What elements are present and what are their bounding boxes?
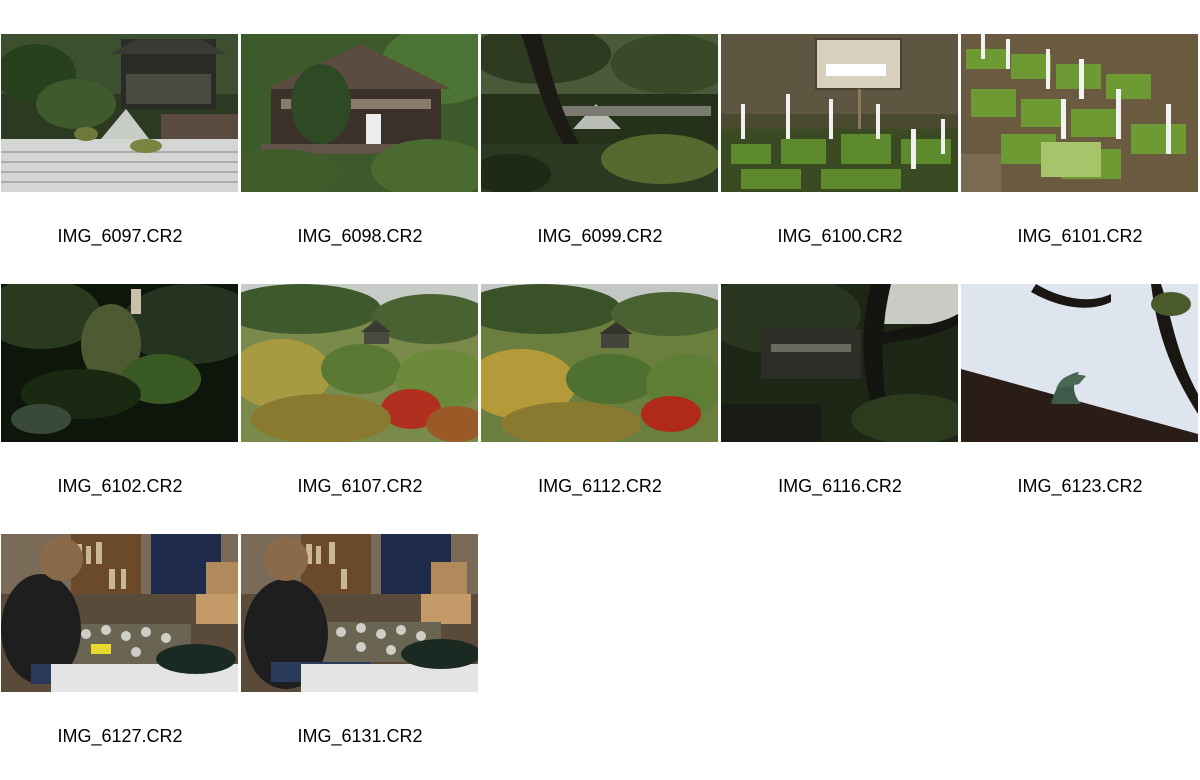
thumbnail-image[interactable] xyxy=(481,284,718,442)
thumbnail-image[interactable] xyxy=(721,284,958,442)
thumbnail-filename: IMG_6123.CR2 xyxy=(1017,476,1143,496)
thumbnail-item[interactable]: IMG_6127.CR2 xyxy=(0,500,240,750)
thumbnail-filename: IMG_6112.CR2 xyxy=(538,476,662,496)
thumbnail-filename: IMG_6099.CR2 xyxy=(537,226,663,246)
thumbnail-item[interactable]: IMG_6131.CR2 xyxy=(240,500,480,750)
thumbnail-filename: IMG_6098.CR2 xyxy=(297,226,423,246)
thumbnail-filename: IMG_6127.CR2 xyxy=(57,726,183,746)
thumbnail-filename: IMG_6097.CR2 xyxy=(57,226,183,246)
thumbnail-image[interactable] xyxy=(241,534,478,692)
thumbnail-item[interactable]: IMG_6112.CR2 xyxy=(480,250,720,500)
thumbnail-item[interactable]: IMG_6097.CR2 xyxy=(0,0,240,250)
thumbnail-item[interactable]: IMG_6100.CR2 xyxy=(720,0,960,250)
thumbnail-image[interactable] xyxy=(961,34,1198,192)
thumbnail-item[interactable]: IMG_6101.CR2 xyxy=(960,0,1200,250)
thumbnail-filename: IMG_6131.CR2 xyxy=(297,726,423,746)
thumbnail-filename: IMG_6100.CR2 xyxy=(777,226,903,246)
thumbnail-image[interactable] xyxy=(481,34,718,192)
thumbnail-image[interactable] xyxy=(1,284,238,442)
thumbnail-item[interactable]: IMG_6102.CR2 xyxy=(0,250,240,500)
thumbnail-filename: IMG_6101.CR2 xyxy=(1017,226,1143,246)
thumbnail-image[interactable] xyxy=(241,284,478,442)
thumbnail-filename: IMG_6102.CR2 xyxy=(57,476,183,496)
thumbnail-filename: IMG_6116.CR2 xyxy=(778,476,902,496)
thumbnail-image[interactable] xyxy=(1,534,238,692)
thumbnail-image[interactable] xyxy=(961,284,1198,442)
thumbnail-item[interactable]: IMG_6123.CR2 xyxy=(960,250,1200,500)
thumbnail-item[interactable]: IMG_6116.CR2 xyxy=(720,250,960,500)
thumbnail-image[interactable] xyxy=(241,34,478,192)
thumbnail-item[interactable]: IMG_6099.CR2 xyxy=(480,0,720,250)
thumbnail-item[interactable]: IMG_6107.CR2 xyxy=(240,250,480,500)
thumbnail-image[interactable] xyxy=(721,34,958,192)
thumbnail-image[interactable] xyxy=(1,34,238,192)
thumbnail-item[interactable]: IMG_6098.CR2 xyxy=(240,0,480,250)
thumbnail-filename: IMG_6107.CR2 xyxy=(297,476,423,496)
